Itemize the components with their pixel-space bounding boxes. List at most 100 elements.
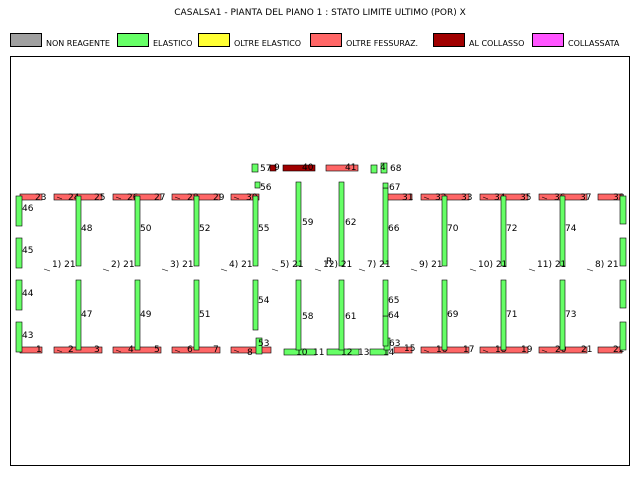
wall-label: 54: [258, 296, 270, 306]
joint-mark: [43, 268, 51, 272]
wall-label: 4: [128, 345, 134, 355]
plan-frame: [10, 56, 630, 466]
wall-element: [619, 321, 627, 351]
wall-label: 10: [296, 348, 308, 358]
joint-mark: [469, 268, 477, 272]
wall-element: [252, 195, 259, 267]
wall-label: 53: [258, 339, 269, 349]
wall-element: [370, 164, 378, 174]
wall-label: 62: [345, 218, 356, 228]
wall-label: 31: [402, 193, 413, 203]
joint-mark: [314, 268, 322, 272]
wall-label: 27: [154, 193, 165, 203]
wall-label: 46: [22, 204, 34, 214]
wall-element: [441, 195, 448, 267]
wall-element: [193, 195, 200, 267]
wall-label: 17: [463, 345, 474, 355]
legend-label: COLLASSATA: [568, 39, 620, 48]
wall-label: 6: [187, 345, 193, 355]
wall-element: [393, 346, 413, 354]
wall-element: [382, 279, 389, 317]
wall-label: 19: [521, 345, 533, 355]
wall-element: [500, 195, 507, 267]
wall-label: 44: [22, 289, 34, 299]
joint-label: 9) 21: [419, 260, 443, 270]
joint-mark: [358, 268, 366, 272]
joint-mark: [220, 268, 228, 272]
wall-label: 3: [94, 345, 100, 355]
wall-element: [282, 164, 316, 172]
joint-label: 8) 21: [595, 260, 619, 270]
wall-element: [338, 279, 345, 351]
node-mark: [423, 349, 430, 353]
wall-label: 49: [140, 310, 152, 320]
wall-element: [75, 195, 82, 267]
wall-label: 64: [388, 311, 400, 321]
wall-label: 66: [388, 224, 400, 234]
joint-mark: [410, 268, 418, 272]
wall-element: [500, 279, 507, 351]
wall-element: [15, 195, 23, 227]
wall-element: [295, 181, 302, 267]
wall-label: 47: [81, 310, 92, 320]
wall-label: 24: [68, 193, 80, 203]
wall-label: 21: [581, 345, 592, 355]
wall-element: [134, 279, 141, 351]
wall-element: [193, 279, 200, 351]
joint-label: 5) 21: [280, 260, 304, 270]
node-mark: [233, 196, 240, 200]
wall-label: 5: [154, 345, 160, 355]
legend-swatch: [433, 33, 465, 47]
wall-label: 35: [520, 193, 531, 203]
wall-label: 1: [36, 345, 42, 355]
wall-element: [619, 237, 627, 267]
wall-label: 69: [447, 310, 459, 320]
legend-label: ELASTICO: [153, 39, 193, 48]
wall-label: 65: [388, 296, 399, 306]
legend-swatch: [117, 33, 149, 47]
joint-mark: [161, 268, 169, 272]
wall-element: [75, 279, 82, 351]
node-mark: [482, 349, 489, 353]
wall-element: [251, 163, 259, 173]
wall-label: 25: [94, 193, 105, 203]
wall-label: 34: [494, 193, 506, 203]
wall-label: 48: [81, 224, 93, 234]
wall-label: 57: [260, 164, 271, 174]
wall-label: 28: [187, 193, 199, 203]
wall-label: 2: [68, 345, 74, 355]
legend-label: NON REAGENTE: [46, 39, 110, 48]
wall-element: [295, 279, 302, 351]
legend-swatch: [532, 33, 564, 47]
wall-label: 59: [302, 218, 314, 228]
node-mark: [423, 196, 430, 200]
wall-label: 13: [358, 348, 369, 358]
wall-element: [230, 346, 272, 354]
wall-label: 40: [302, 163, 314, 173]
legend-swatch: [310, 33, 342, 47]
joint-label: 7) 21: [367, 260, 391, 270]
joint-mark: [586, 268, 594, 272]
wall-element: [619, 279, 627, 309]
joint-mark: [271, 268, 279, 272]
wall-label: 23: [35, 193, 46, 203]
legend-label: OLTRE FESSURAZ.: [346, 39, 419, 48]
wall-label: 74: [565, 224, 577, 234]
wall-label: 30: [246, 193, 258, 203]
node-mark: [115, 349, 122, 353]
wall-element: [252, 279, 259, 331]
joint-mark: [528, 268, 536, 272]
legend: NON REAGENTE ELASTICO OLTRE ELASTICO OLTRE …: [0, 0, 640, 60]
wall-label: 15: [404, 344, 415, 354]
legend-label: AL COLLASSO: [469, 39, 525, 48]
wall-label: 61: [345, 312, 356, 322]
node-mark: [174, 349, 181, 353]
wall-label: 7: [213, 345, 219, 355]
wall-element: [369, 348, 389, 356]
wall-element: [338, 181, 345, 267]
wall-label: 12: [341, 348, 352, 358]
wall-element: [15, 279, 23, 311]
wall-element: [325, 164, 359, 172]
wall-label: 55: [258, 224, 269, 234]
wall-label: 73: [565, 310, 576, 320]
